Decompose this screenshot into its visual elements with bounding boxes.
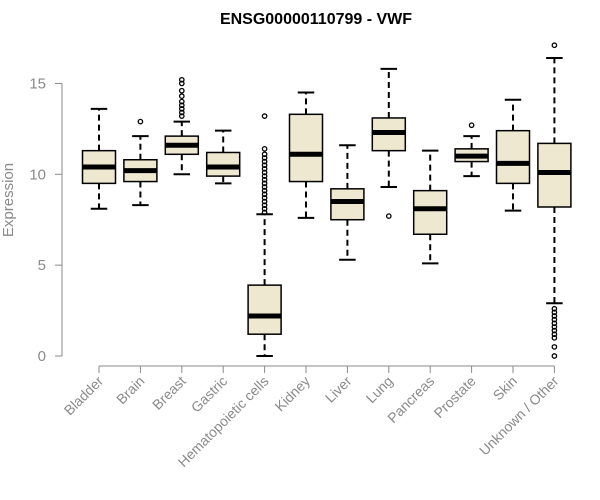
outlier-point xyxy=(261,191,268,198)
iqr-box xyxy=(537,142,572,208)
box-unknown-other xyxy=(537,42,572,359)
outlier-point xyxy=(178,87,185,94)
outlier-point xyxy=(551,331,558,338)
outlier-point xyxy=(261,209,268,216)
x-tick-label: Liver xyxy=(322,373,355,406)
chart-title: ENSG00000110799 - VWF xyxy=(220,11,412,28)
outlier-point xyxy=(178,93,185,99)
y-tick-label: 0 xyxy=(38,348,46,365)
outlier-point xyxy=(178,80,185,87)
outlier-point xyxy=(261,155,268,161)
x-tick-label: Breast xyxy=(149,373,189,413)
box-prostate xyxy=(454,122,489,178)
iqr-box xyxy=(288,113,324,183)
y-axis-label: Expression xyxy=(0,163,17,237)
iqr-box xyxy=(247,284,282,335)
outlier-point xyxy=(261,184,268,190)
iqr-box xyxy=(205,151,241,177)
outlier-point xyxy=(551,327,558,334)
x-tick-label: Unknown / Other xyxy=(476,373,562,459)
iqr-box xyxy=(412,189,448,236)
outlier-point xyxy=(551,344,558,350)
outlier-point xyxy=(178,76,185,83)
box-kidney xyxy=(288,91,324,219)
outlier-point xyxy=(178,109,185,116)
box-liver xyxy=(330,144,365,261)
box-lung xyxy=(371,67,407,219)
outlier-point xyxy=(261,169,268,176)
outlier-point xyxy=(551,42,558,49)
x-tick-label: Prostate xyxy=(431,373,479,421)
outlier-point xyxy=(261,202,268,209)
outlier-point xyxy=(551,313,558,319)
x-tick-label: Kidney xyxy=(272,373,314,415)
outlier-point xyxy=(178,113,185,119)
x-tick-label: Lung xyxy=(363,373,396,406)
box-breast xyxy=(164,76,200,176)
box-pancreas xyxy=(412,149,448,265)
outlier-point xyxy=(137,118,144,125)
outlier-point xyxy=(551,316,558,323)
outlier-point xyxy=(261,187,268,194)
outlier-point xyxy=(261,180,268,187)
box-skin xyxy=(495,98,531,212)
box-hematopoietic-cells xyxy=(247,113,282,357)
y-tick-label: 5 xyxy=(38,257,46,274)
outlier-point xyxy=(261,113,268,119)
outlier-point xyxy=(261,176,268,183)
outlier-point xyxy=(551,305,558,312)
y-tick-label: 10 xyxy=(29,166,46,183)
box-brain xyxy=(123,118,158,207)
x-tick-label: Bladder xyxy=(61,373,107,419)
outlier-point xyxy=(551,324,558,330)
iqr-box xyxy=(495,129,531,185)
outlier-point xyxy=(261,165,268,172)
box-bladder xyxy=(81,107,117,210)
y-tick-label: 15 xyxy=(29,75,46,92)
outlier-point xyxy=(261,198,268,205)
box-group xyxy=(81,42,572,359)
outlier-point xyxy=(178,106,185,112)
box-gastric xyxy=(205,129,241,185)
outlier-point xyxy=(551,320,558,327)
outlier-point xyxy=(551,309,558,316)
y-axis: 0 5 10 15 xyxy=(29,75,63,365)
outlier-point xyxy=(261,158,268,165)
outlier-point xyxy=(468,122,475,129)
outlier-point xyxy=(261,173,268,179)
outlier-point xyxy=(261,195,268,201)
outlier-point xyxy=(261,162,268,169)
outlier-point xyxy=(385,213,392,219)
outlier-point xyxy=(261,145,268,152)
outlier-point xyxy=(551,334,558,341)
outlier-point xyxy=(178,98,185,105)
iqr-box xyxy=(330,188,365,221)
outlier-point xyxy=(551,353,558,359)
x-tick-label: Skin xyxy=(490,373,521,404)
x-tick-label: Brain xyxy=(113,373,147,407)
outlier-point xyxy=(178,102,185,109)
outlier-point xyxy=(261,205,268,212)
outlier-point xyxy=(261,151,268,158)
